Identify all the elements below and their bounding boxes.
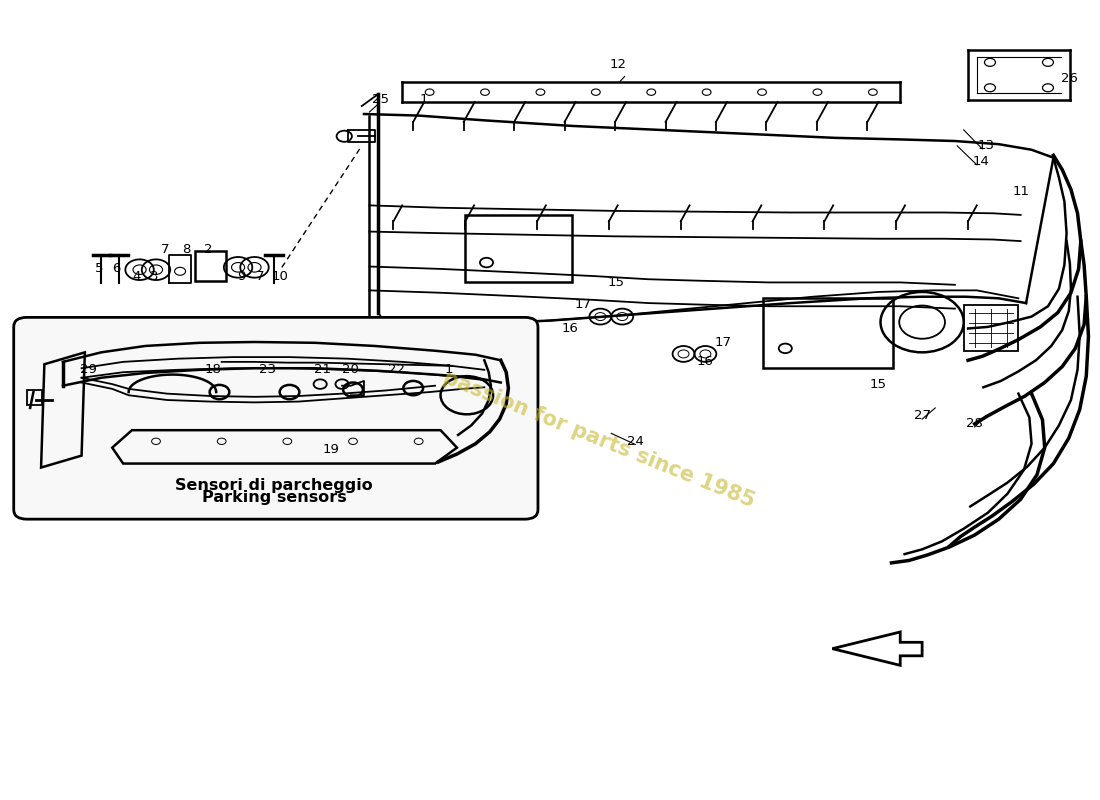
Text: 21: 21 bbox=[314, 363, 331, 376]
Text: 26: 26 bbox=[1062, 72, 1078, 85]
FancyBboxPatch shape bbox=[13, 318, 538, 519]
Text: 6: 6 bbox=[112, 262, 121, 275]
Text: 1: 1 bbox=[420, 93, 428, 106]
Text: 3: 3 bbox=[150, 270, 158, 283]
Text: 1: 1 bbox=[446, 363, 453, 376]
Text: 25: 25 bbox=[372, 93, 389, 106]
Text: 9: 9 bbox=[238, 270, 245, 283]
Text: 17: 17 bbox=[714, 336, 732, 350]
Text: 28: 28 bbox=[966, 418, 983, 430]
Text: Sensori di parcheggio: Sensori di parcheggio bbox=[175, 478, 373, 494]
Bar bbox=[26, 390, 42, 405]
Bar bbox=[964, 305, 1019, 350]
Text: 11: 11 bbox=[1012, 186, 1030, 198]
Text: 10: 10 bbox=[272, 270, 288, 283]
Text: 12: 12 bbox=[609, 58, 626, 71]
Text: 16: 16 bbox=[697, 355, 714, 368]
Text: 14: 14 bbox=[972, 155, 990, 168]
Text: 22: 22 bbox=[388, 363, 405, 376]
Text: 8: 8 bbox=[183, 242, 190, 255]
Text: 16: 16 bbox=[561, 322, 579, 335]
Bar bbox=[464, 215, 572, 282]
Text: 7: 7 bbox=[161, 242, 169, 255]
Text: 4: 4 bbox=[132, 270, 141, 283]
Text: 17: 17 bbox=[574, 298, 592, 311]
Text: 7: 7 bbox=[255, 270, 264, 283]
Text: Parking sensors: Parking sensors bbox=[201, 490, 346, 506]
Text: 24: 24 bbox=[627, 435, 644, 448]
Text: 27: 27 bbox=[914, 410, 931, 422]
Text: 15: 15 bbox=[870, 378, 887, 390]
Text: 5: 5 bbox=[95, 262, 103, 275]
Text: 23: 23 bbox=[260, 363, 276, 376]
Text: 15: 15 bbox=[607, 276, 624, 289]
Text: 18: 18 bbox=[205, 363, 221, 376]
Polygon shape bbox=[833, 632, 922, 666]
Text: 2: 2 bbox=[205, 242, 212, 255]
Bar bbox=[196, 250, 225, 281]
Bar bbox=[763, 298, 892, 368]
Text: 13: 13 bbox=[977, 139, 994, 152]
Text: 20: 20 bbox=[342, 363, 360, 376]
Text: passion for parts since 1985: passion for parts since 1985 bbox=[440, 368, 758, 512]
Text: 29: 29 bbox=[79, 363, 97, 376]
Text: 19: 19 bbox=[322, 442, 340, 456]
